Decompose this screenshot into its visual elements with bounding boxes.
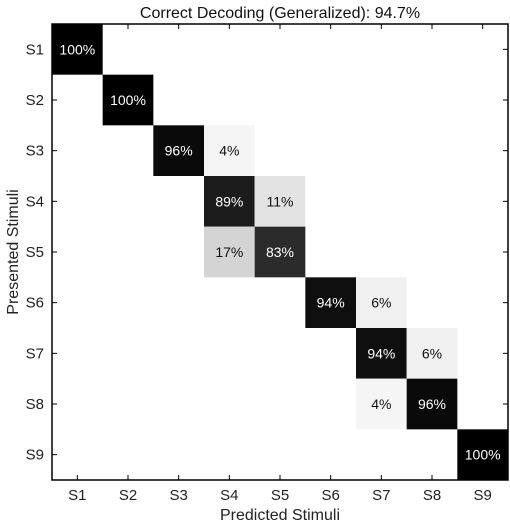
cell-S5-S5 bbox=[254, 226, 306, 278]
cell-label-S3-S4: 4% bbox=[219, 143, 239, 159]
heatmap-cells: 100% 100% 96% 4% 89% 11% 17% 83% 94% 6% 94% 6% 4% 96%… bbox=[52, 24, 508, 480]
y-tick-label-S5: S5 bbox=[26, 244, 44, 261]
y-tick-labels: S1 S2 S3 S4 S5 S6 S7 S8 S9 bbox=[26, 41, 44, 463]
y-tick-label-S4: S4 bbox=[26, 193, 44, 210]
y-tick-label-S1: S1 bbox=[26, 41, 44, 58]
cell-S7-S8 bbox=[406, 328, 458, 379]
cell-S3-S3 bbox=[153, 125, 204, 176]
x-tick-label-S8: S8 bbox=[423, 487, 441, 504]
cell-label-S3-S3: 96% bbox=[165, 143, 193, 159]
x-tick-label-S6: S6 bbox=[321, 487, 339, 504]
cell-label-S8-S7: 4% bbox=[371, 396, 391, 412]
y-tick-label-S8: S8 bbox=[26, 396, 44, 413]
y-tick-label-S6: S6 bbox=[26, 295, 44, 312]
cell-label-S6-S6: 94% bbox=[317, 295, 345, 311]
cell-label-S5-S5: 83% bbox=[266, 244, 294, 260]
chart-title: Correct Decoding (Generalized): 94.7% bbox=[140, 5, 420, 22]
cell-S6-S6 bbox=[305, 277, 356, 328]
cell-label-S4-S5: 11% bbox=[267, 193, 294, 209]
cell-label-S1-S1: 100% bbox=[59, 41, 95, 57]
y-axis-label: Presented Stimuli bbox=[5, 189, 22, 314]
cell-S8-S8 bbox=[406, 378, 458, 430]
cell-label-S4-S4: 89% bbox=[215, 193, 243, 209]
x-tick-label-S4: S4 bbox=[220, 487, 238, 504]
cell-S2-S2 bbox=[102, 74, 154, 126]
cell-label-S7-S8: 6% bbox=[422, 345, 442, 361]
y-tick-label-S9: S9 bbox=[26, 447, 44, 464]
cell-S3-S4 bbox=[204, 125, 255, 176]
cell-label-S8-S8: 96% bbox=[418, 396, 446, 412]
cell-S4-S4 bbox=[204, 176, 255, 227]
x-tick-label-S2: S2 bbox=[119, 487, 137, 504]
cell-S4-S5 bbox=[254, 176, 306, 227]
x-tick-label-S3: S3 bbox=[169, 487, 187, 504]
y-tick-label-S2: S2 bbox=[26, 92, 44, 109]
cell-label-S6-S7: 6% bbox=[371, 295, 391, 311]
cell-label-S2-S2: 100% bbox=[110, 92, 146, 108]
cell-S5-S4 bbox=[204, 226, 255, 278]
cell-S6-S7 bbox=[356, 277, 407, 328]
axis-ticks bbox=[52, 24, 508, 480]
x-axis-label: Predicted Stimuli bbox=[220, 507, 340, 524]
y-tick-label-S3: S3 bbox=[26, 143, 44, 160]
cell-label-S5-S4: 17% bbox=[215, 244, 243, 260]
cell-S8-S7 bbox=[356, 378, 407, 430]
x-tick-label-S1: S1 bbox=[68, 487, 86, 504]
x-tick-label-S9: S9 bbox=[473, 487, 491, 504]
cell-label-S7-S7: 94% bbox=[367, 345, 395, 361]
cell-label-S9-S9: 100% bbox=[465, 447, 501, 463]
cell-S1-S1 bbox=[52, 24, 103, 75]
cell-S9-S9 bbox=[457, 429, 508, 480]
y-tick-label-S7: S7 bbox=[26, 345, 44, 362]
x-tick-label-S5: S5 bbox=[271, 487, 289, 504]
cell-S7-S7 bbox=[356, 328, 407, 379]
x-tick-label-S7: S7 bbox=[372, 487, 390, 504]
x-tick-labels: S1 S2 S3 S4 S5 S6 S7 S8 S9 bbox=[68, 487, 492, 504]
